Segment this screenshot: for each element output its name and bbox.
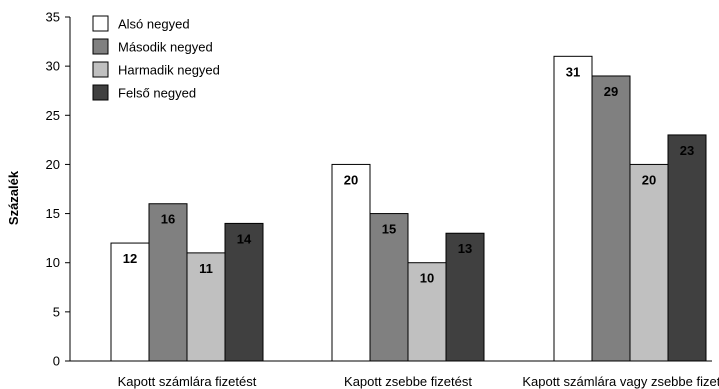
bar-value-label: 23	[680, 143, 694, 158]
y-tick-label: 35	[46, 10, 60, 25]
legend-label: Felső negyed	[118, 86, 196, 101]
x-category-label: Kapott zsebbe fizetést	[344, 374, 472, 389]
y-axis-label: Százalék	[6, 170, 21, 225]
x-category-label: Kapott számlára vagy zsebbe fizetést	[522, 374, 719, 389]
legend-label: Harmadik negyed	[118, 63, 220, 78]
bar-value-label: 13	[458, 241, 472, 256]
bar	[667, 134, 707, 362]
y-tick-label: 25	[46, 108, 60, 123]
bars: 12 16 11 14 20 15 10 13 31 29 20 23	[110, 55, 707, 362]
bar-value-label: 20	[642, 172, 656, 187]
bar	[186, 252, 226, 362]
bar	[445, 232, 485, 362]
bar	[591, 75, 631, 362]
legend-swatch	[92, 84, 109, 101]
legend-swatch	[92, 61, 109, 78]
bar-value-label: 11	[199, 261, 213, 276]
y-tick-label: 0	[53, 354, 60, 369]
y-ticks: 0 5 10 15 20 25 30 35	[46, 10, 70, 369]
bar-value-label: 10	[420, 271, 434, 286]
bar	[331, 163, 371, 362]
bar-value-label: 16	[161, 212, 175, 227]
bar	[629, 163, 669, 362]
legend: Alsó negyed Második negyed Harmadik negyed…	[92, 15, 220, 101]
bar	[224, 222, 264, 362]
x-category-label: Kapott számlára fizetést	[118, 374, 257, 389]
bar-value-label: 14	[237, 231, 252, 246]
y-tick-label: 20	[46, 157, 60, 172]
bar	[148, 203, 188, 362]
legend-label: Alsó negyed	[118, 17, 190, 32]
bar-value-label: 29	[604, 84, 618, 99]
bar	[369, 213, 409, 362]
y-tick-label: 5	[53, 304, 60, 319]
category-labels: Kapott számlára fizetést Kapott zsebbe fi…	[118, 374, 719, 389]
y-tick-label: 15	[46, 206, 60, 221]
legend-swatch	[92, 38, 109, 55]
legend-swatch	[92, 15, 109, 32]
bar-value-label: 15	[382, 222, 396, 237]
bar	[407, 262, 447, 362]
bar	[553, 55, 593, 362]
y-tick-label: 10	[46, 255, 60, 270]
bar-value-label: 20	[344, 172, 358, 187]
bar-value-label: 31	[566, 64, 580, 79]
bar-value-label: 12	[123, 251, 137, 266]
legend-label: Második negyed	[118, 40, 213, 55]
y-tick-label: 30	[46, 59, 60, 74]
